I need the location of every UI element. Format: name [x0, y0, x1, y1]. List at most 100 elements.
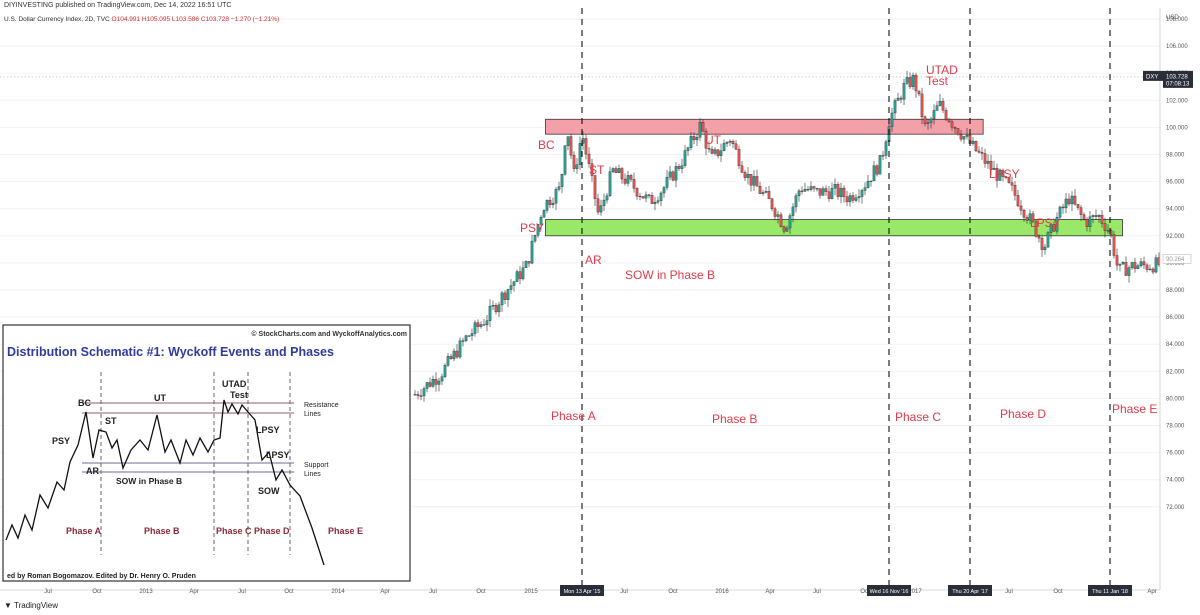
candle-body: [1001, 170, 1005, 177]
inset-support-label: Support: [304, 462, 329, 469]
candle-body: [860, 190, 864, 197]
candle-body: [722, 143, 726, 152]
candle-body: [1127, 267, 1131, 276]
x-tick-label: Oct: [92, 589, 102, 595]
candle-body: [458, 340, 462, 358]
candle-body: [737, 148, 741, 166]
candle-body: [923, 116, 927, 124]
candle-body: [881, 155, 885, 157]
candle-body: [794, 195, 798, 208]
candle-body: [614, 168, 618, 173]
candle-body: [1070, 195, 1074, 205]
candle-body: [746, 173, 750, 178]
candle-body: [611, 168, 615, 172]
candle-body: [1133, 262, 1137, 269]
candle-body: [1118, 263, 1122, 266]
candle-body: [596, 198, 600, 213]
candle-body: [533, 235, 537, 242]
candle-body: [932, 110, 936, 120]
candle-body: [788, 215, 792, 229]
phase-label: Phase D: [1000, 407, 1046, 421]
date-marker-text: Thu 20 Apr '17: [952, 589, 988, 595]
event-label: LPSY: [989, 167, 1020, 181]
tradingview-logo[interactable]: ▼ TradingView: [4, 601, 58, 610]
candle-body: [1055, 217, 1059, 232]
candle-body: [758, 186, 762, 194]
phase-divider-lines: [581, 8, 1111, 590]
date-marker: [560, 585, 604, 596]
candle-body: [830, 188, 834, 199]
candle-body: [1040, 237, 1044, 250]
candle-body: [554, 189, 558, 204]
candle-body: [515, 271, 519, 282]
candle-body: [500, 292, 504, 306]
candle-body: [716, 149, 720, 156]
publish-info: DIYINVESTING published on TradingView.co…: [4, 2, 232, 9]
candle-body: [1022, 210, 1026, 218]
candle-body: [755, 176, 759, 187]
candle-body: [677, 166, 681, 169]
x-tick-label: Apr: [765, 589, 774, 595]
candle-body: [920, 93, 924, 118]
symbol-tag-text: DXY: [1146, 74, 1158, 80]
candle-body: [557, 186, 561, 190]
candle-body: [698, 122, 702, 138]
candle-body: [686, 147, 690, 151]
y-tick-label: 106.000: [1166, 44, 1188, 50]
candle-body: [599, 205, 603, 213]
candle-body: [572, 154, 576, 169]
candle-body: [512, 281, 516, 286]
candle-body: [665, 177, 669, 188]
candle-body: [509, 285, 513, 290]
candle-body: [701, 122, 705, 132]
candle-body: [431, 379, 435, 387]
candle-body: [461, 340, 465, 342]
y-tick-label: 84.000: [1166, 342, 1185, 348]
candle-body: [962, 136, 966, 140]
candle-body: [656, 200, 660, 203]
candle-body: [1088, 216, 1092, 227]
inset-phase-label: Phase E: [328, 526, 363, 536]
x-tick-label: 2015: [524, 589, 538, 595]
event-label: PSY: [520, 221, 544, 235]
candle-body: [692, 136, 696, 141]
candle-body: [734, 143, 738, 150]
candle-body: [452, 350, 456, 359]
candle-body: [434, 379, 438, 385]
date-marker: [867, 585, 911, 596]
candle-body: [620, 168, 624, 180]
candle-body: [674, 166, 678, 181]
zone-layer: [545, 118, 1123, 237]
phase-label: Phase C: [895, 410, 941, 424]
candle-body: [641, 196, 645, 199]
candle-body: [836, 184, 840, 197]
candle-body: [1115, 255, 1119, 266]
candle-body: [905, 77, 909, 84]
x-tick-label: Jul: [44, 589, 52, 595]
inset-phase-label: Phase D: [254, 526, 290, 536]
candle-body: [1007, 177, 1011, 183]
candle-body: [521, 267, 525, 280]
date-marker-text: Wed 16 Nov '16: [870, 589, 909, 595]
candle-body: [632, 179, 636, 189]
candle-body: [1112, 234, 1116, 256]
candle-body: [947, 118, 951, 123]
candle-body: [710, 148, 714, 154]
candle-body: [773, 208, 777, 217]
candle-body: [536, 224, 540, 236]
candle-body: [854, 197, 858, 201]
candle-body: [977, 150, 981, 153]
x-tick-label: Jul: [429, 589, 437, 595]
candle-body: [776, 214, 780, 217]
candle-body: [638, 195, 642, 198]
candle-body: [1028, 213, 1032, 221]
candle-body: [797, 190, 801, 196]
inset-credit: © StockCharts.com and WyckoffAnalytics.c…: [251, 330, 407, 338]
candle-body: [1031, 213, 1035, 222]
candle-body: [470, 333, 474, 336]
date-marker-text: Mon 13 Apr '15: [564, 589, 601, 595]
y-tick-label: 72.000: [1166, 505, 1185, 511]
inset-event-label: SOW in Phase B: [116, 476, 182, 486]
